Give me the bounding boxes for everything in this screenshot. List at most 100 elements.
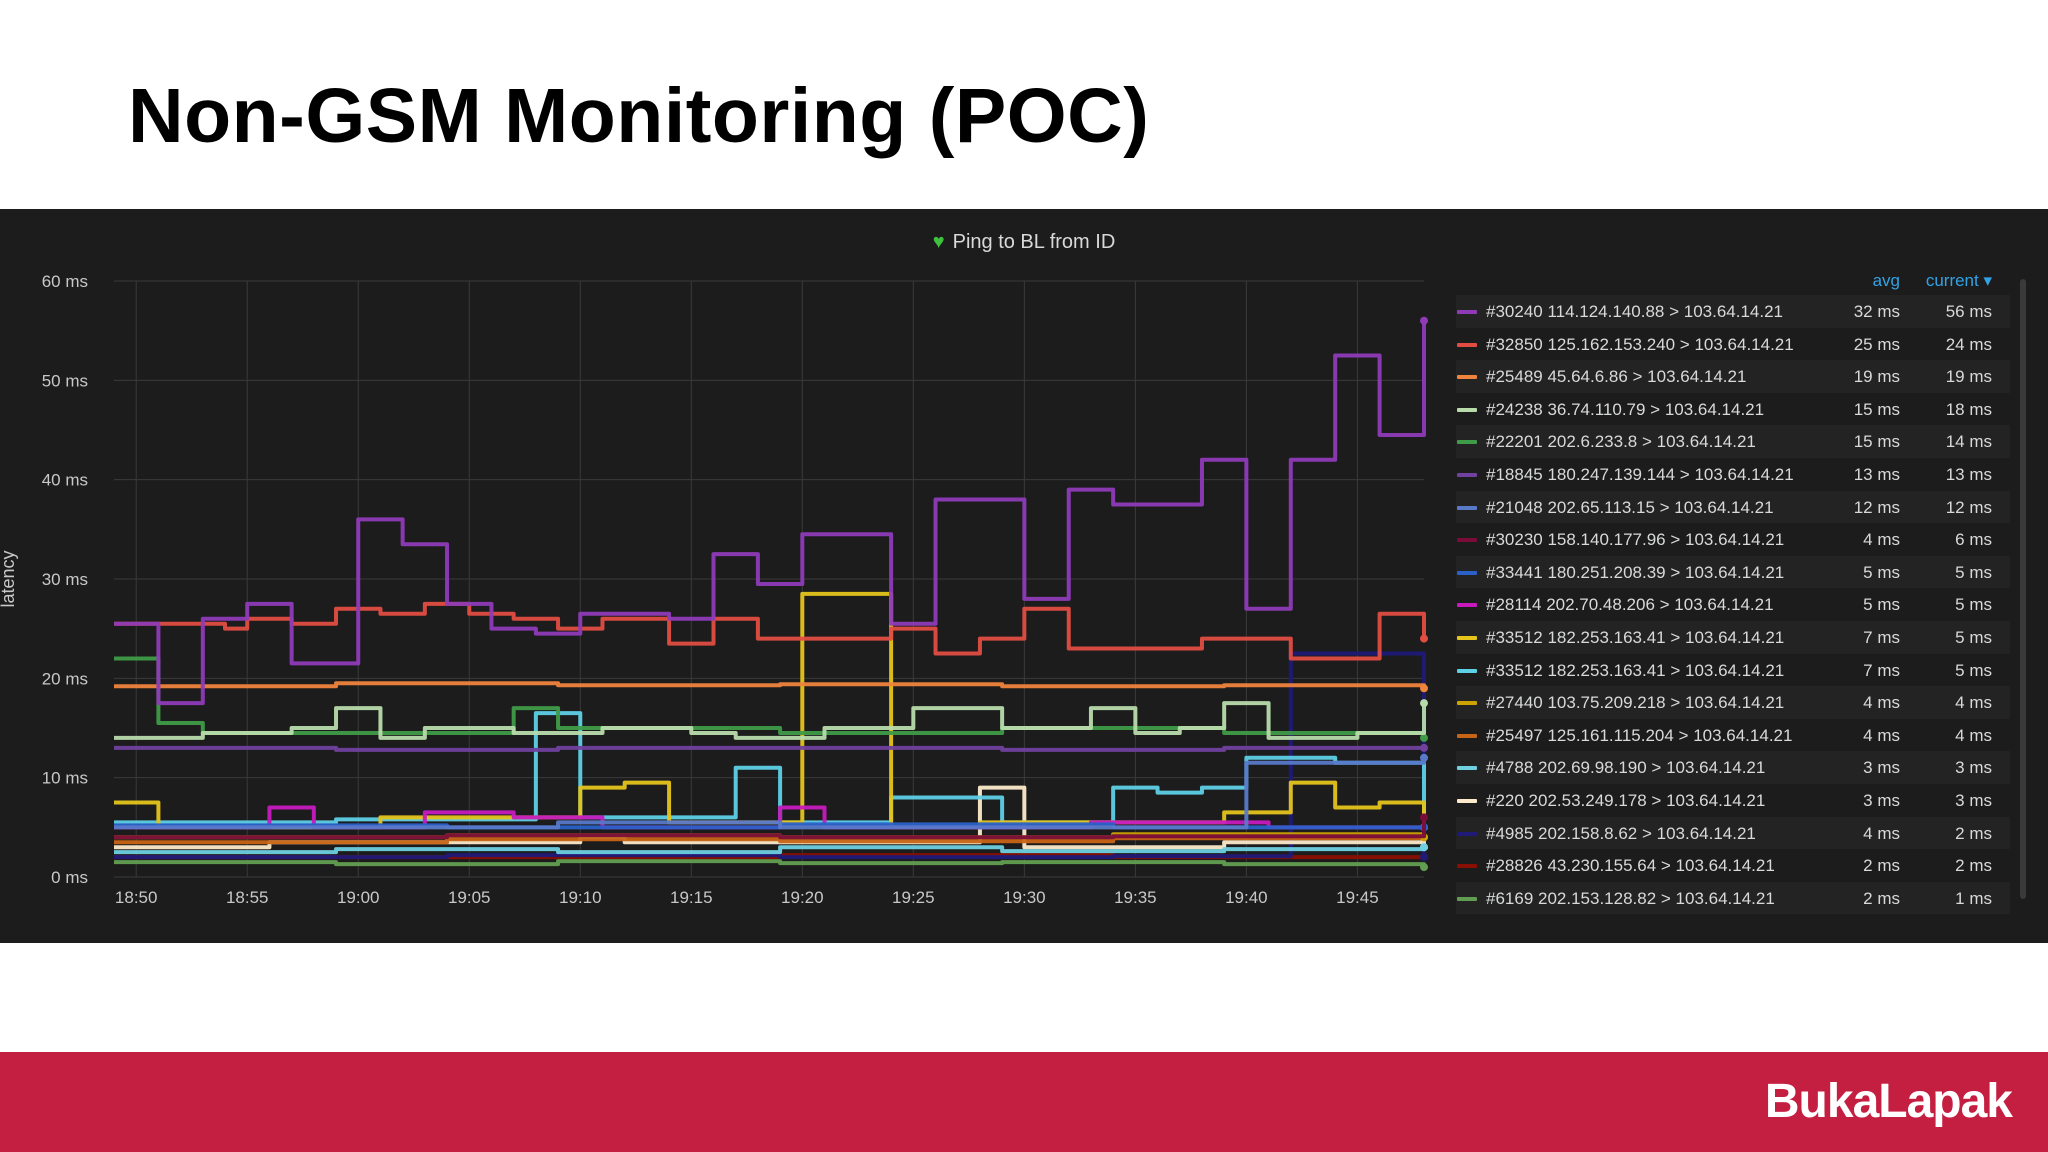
legend-rows: #30240 114.124.140.88 > 103.64.14.21 32 m…	[1456, 295, 2010, 915]
x-tick-label: 19:35	[1114, 888, 1157, 907]
series-line	[114, 817, 1426, 840]
legend-series-name: #4788 202.69.98.190 > 103.64.14.21	[1486, 758, 1766, 778]
legend-swatch	[1457, 440, 1477, 445]
legend-current-value: 12 ms	[1945, 497, 1992, 517]
legend-item[interactable]: #28114 202.70.48.206 > 103.64.14.21 5 ms 5…	[1456, 588, 2010, 621]
legend-current-value: 2 ms	[1955, 856, 1992, 876]
legend-item[interactable]: #4985 202.158.8.62 > 103.64.14.21 4 ms 2 m…	[1456, 816, 2010, 850]
heart-icon: ♥	[932, 231, 945, 253]
legend-item[interactable]: #25497 125.161.115.204 > 103.64.14.21 4 m…	[1456, 719, 2010, 752]
legend-item[interactable]: #32850 125.162.153.240 > 103.64.14.21 25 …	[1456, 328, 2010, 361]
legend-series-name: #32850 125.162.153.240 > 103.64.14.21	[1486, 334, 1794, 354]
legend-current-value: 4 ms	[1955, 693, 1992, 713]
x-tick-label: 19:30	[1003, 888, 1046, 907]
legend-avg-value: 19 ms	[1853, 367, 1900, 387]
legend-item[interactable]: #33512 182.253.163.41 > 103.64.14.21 7 ms…	[1456, 620, 2010, 654]
series-last-point	[1420, 743, 1428, 752]
legend-item[interactable]: #33512 182.253.163.41 > 103.64.14.21 7 ms…	[1456, 654, 2010, 687]
legend-series-name: #24238 36.74.110.79 > 103.64.14.21	[1486, 399, 1765, 419]
legend-item[interactable]: #30240 114.124.140.88 > 103.64.14.21 32 m…	[1456, 295, 2010, 328]
legend-item[interactable]: #28826 43.230.155.64 > 103.64.14.21 2 ms 2…	[1456, 849, 2010, 882]
legend-header: avg current ▾	[1456, 269, 2010, 295]
series-last-point	[1420, 863, 1428, 872]
legend-avg-value: 3 ms	[1863, 758, 1900, 778]
legend-item[interactable]: #24238 36.74.110.79 > 103.64.14.21 15 ms 1…	[1456, 393, 2010, 426]
y-tick-label: 10 ms	[42, 769, 88, 788]
series-line	[114, 591, 1426, 830]
legend-item[interactable]: #18845 180.247.139.144 > 103.64.14.21 13 …	[1456, 458, 2010, 491]
legend-avg-header[interactable]: avg	[1872, 271, 1900, 290]
legend-current-value: 5 ms	[1955, 595, 1992, 615]
legend-swatch	[1457, 538, 1477, 543]
legend-current-value: 4 ms	[1955, 725, 1992, 745]
x-tick-label: 19:40	[1225, 888, 1268, 907]
legend-swatch	[1457, 733, 1477, 738]
legend-swatch	[1457, 505, 1477, 510]
series-line	[114, 711, 1426, 828]
y-tick-label: 60 ms	[42, 272, 88, 291]
legend-series-name: #28114 202.70.48.206 > 103.64.14.21	[1486, 595, 1774, 615]
legend-current-value: 56 ms	[1945, 302, 1992, 321]
legend-current-value: 1 ms	[1955, 888, 1992, 908]
latency-line-chart[interactable]: 0 ms 10 ms 20 ms 30 ms 40 ms 50 ms 60 ms 18:50 1…	[0, 209, 1440, 943]
legend-swatch	[1457, 701, 1477, 706]
legend-item[interactable]: #30230 158.140.177.96 > 103.64.14.21 4 ms…	[1456, 523, 2010, 556]
legend-swatch	[1457, 831, 1477, 836]
legend-avg-value: 13 ms	[1853, 464, 1900, 484]
series-line	[114, 651, 1426, 860]
legend-avg-value: 15 ms	[1853, 432, 1900, 452]
legend-avg-value: 2 ms	[1863, 888, 1900, 908]
x-tick-label: 19:10	[559, 888, 602, 907]
x-tick-label: 19:25	[892, 888, 935, 907]
legend-swatch	[1457, 635, 1477, 640]
legend-series-name: #21048 202.65.113.15 > 103.64.14.21	[1486, 497, 1774, 517]
legend-series-name: #28826 43.230.155.64 > 103.64.14.21	[1486, 856, 1775, 876]
legend-series-name: #33441 180.251.208.39 > 103.64.14.21	[1486, 562, 1785, 582]
legend-current-header[interactable]: current ▾	[1925, 271, 1992, 290]
legend-series-name: #4985 202.158.8.62 > 103.64.14.21	[1486, 823, 1756, 843]
x-tick-label: 19:45	[1336, 888, 1379, 907]
legend-item[interactable]: #21048 202.65.113.15 > 103.64.14.21 12 ms…	[1456, 490, 2010, 524]
legend-swatch	[1457, 603, 1477, 608]
x-tick-label: 19:20	[781, 888, 824, 907]
series-last-point	[1420, 843, 1428, 852]
legend-avg-value: 3 ms	[1863, 790, 1900, 810]
legend-series-name: #25497 125.161.115.204 > 103.64.14.21	[1486, 725, 1793, 745]
legend-swatch	[1457, 375, 1477, 380]
series-last-point	[1420, 684, 1428, 693]
legend-series-name: #22201 202.6.233.8 > 103.64.14.21	[1486, 432, 1756, 452]
series-line	[114, 757, 1426, 830]
series-last-point	[1420, 316, 1428, 325]
legend-item[interactable]: #22201 202.6.233.8 > 103.64.14.21 15 ms 14…	[1456, 425, 2010, 458]
legend-avg-value: 4 ms	[1863, 530, 1900, 550]
legend-current-value: 6 ms	[1955, 530, 1992, 550]
series-line	[114, 859, 1426, 868]
series-last-point	[1420, 733, 1428, 742]
legend-series-name: #6169 202.153.128.82 > 103.64.14.21	[1486, 888, 1775, 908]
legend-avg-value: 7 ms	[1863, 660, 1900, 680]
legend-current-value: 24 ms	[1945, 334, 1992, 354]
legend-item[interactable]: #33441 180.251.208.39 > 103.64.14.21 5 ms…	[1456, 555, 2010, 589]
legend-item[interactable]: #6169 202.153.128.82 > 103.64.14.21 2 ms 1…	[1456, 881, 2010, 915]
panel-title[interactable]: ♥ Ping to BL from ID	[0, 231, 2048, 254]
series-last-point	[1420, 753, 1428, 762]
legend-item[interactable]: #220 202.53.249.178 > 103.64.14.21 3 ms 3 …	[1456, 784, 2010, 817]
panel-title-text: Ping to BL from ID	[952, 231, 1116, 253]
legend-current-value: 3 ms	[1955, 790, 1992, 810]
legend-series-name: #33512 182.253.163.41 > 103.64.14.21	[1486, 660, 1785, 680]
legend-item[interactable]: #4788 202.69.98.190 > 103.64.14.21 3 ms 3 …	[1456, 751, 2010, 784]
legend-item[interactable]: #25489 45.64.6.86 > 103.64.14.21 19 ms 19 …	[1456, 360, 2010, 393]
legend-current-value: 5 ms	[1955, 627, 1992, 647]
legend-series-name: #25489 45.64.6.86 > 103.64.14.21	[1486, 367, 1747, 387]
legend-item[interactable]: #27440 103.75.209.218 > 103.64.14.21 4 ms…	[1456, 686, 2010, 719]
y-tick-label: 20 ms	[42, 669, 88, 688]
legend-swatch	[1457, 342, 1477, 347]
legend-scrollbar[interactable]	[2020, 279, 2026, 899]
legend-series-name: #30230 158.140.177.96 > 103.64.14.21	[1486, 530, 1785, 550]
legend-current-value: 2 ms	[1955, 823, 1992, 843]
series-last-point	[1420, 699, 1428, 708]
graph-panel: ♥ Ping to BL from ID 0 ms 10 ms 20 ms 30 ms 4…	[0, 209, 2048, 943]
x-tick-label: 19:05	[448, 888, 491, 907]
legend-swatch	[1457, 570, 1477, 575]
series-line	[114, 320, 1426, 706]
